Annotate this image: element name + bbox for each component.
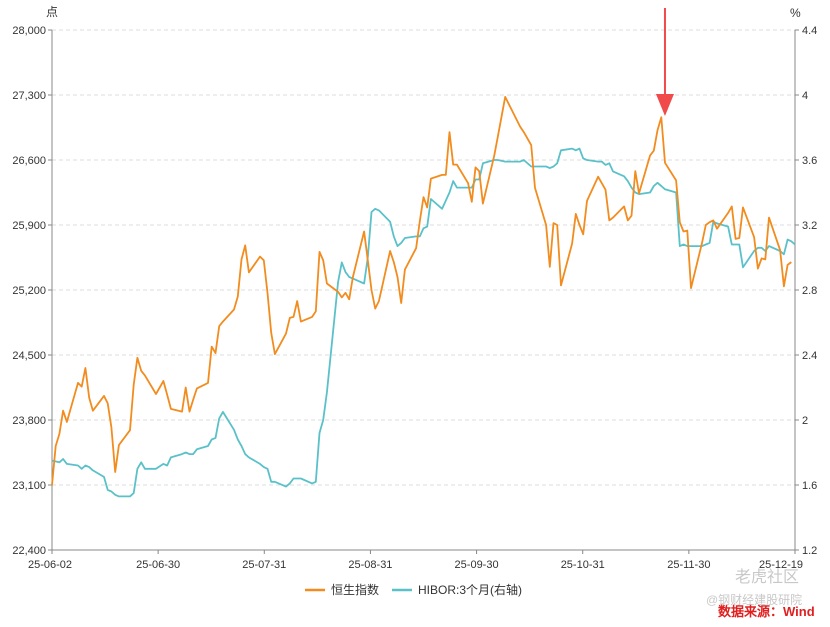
grid-lines — [52, 29, 795, 486]
legend-item-series-1[interactable]: 恒生指数 — [305, 582, 379, 597]
annotation-arrow-head — [655, 94, 674, 116]
x-tick-label: 25-12-19 — [759, 559, 803, 571]
watermark: 老虎社区 @钢财经建股研院 — [706, 568, 802, 607]
left-tick-label: 25,900 — [12, 220, 46, 232]
left-tick-label: 24,500 — [12, 350, 46, 362]
legend-label: HIBOR:3个月(右轴) — [418, 582, 522, 597]
left-tick-label: 28,000 — [12, 25, 46, 37]
watermark-subtext: @钢财经建股研院 — [706, 593, 802, 607]
right-tick-label: 3.2 — [802, 220, 817, 232]
left-tick-label: 26,600 — [12, 155, 46, 167]
series-lines — [51, 96, 796, 498]
x-tick-label: 25-08-31 — [348, 559, 392, 571]
right-tick-label: 2.4 — [802, 350, 817, 362]
source-label: 数据来源：Wind — [718, 604, 815, 619]
annotation — [655, 8, 674, 116]
x-tick-label: 25-06-02 — [28, 559, 72, 571]
right-tick-label: 1.6 — [802, 480, 817, 492]
left-tick-label: 23,100 — [12, 480, 46, 492]
x-tick-label: 25-06-30 — [136, 559, 180, 571]
legend[interactable]: 恒生指数 HIBOR:3个月(右轴) — [305, 582, 522, 597]
right-tick-label: 4 — [802, 90, 808, 102]
right-tick-label: 2.8 — [802, 285, 817, 297]
right-tick-label: 1.2 — [802, 545, 817, 557]
x-tick-label: 25-07-31 — [242, 559, 286, 571]
right-tick-label: 2 — [802, 415, 808, 427]
left-tick-label: 23,800 — [12, 415, 46, 427]
x-axis-ticks: 25-06-02 25-06-30 25-07-31 25-08-31 25-09-30… — [28, 550, 803, 571]
hang-seng-index-line — [51, 96, 792, 486]
x-tick-label: 25-10-31 — [561, 559, 605, 571]
right-tick-label: 4.4 — [802, 25, 817, 37]
left-tick-label: 27,300 — [12, 90, 46, 102]
left-tick-label: 22,400 — [12, 545, 46, 557]
left-unit-label: 点 — [46, 5, 58, 19]
legend-item-series-2[interactable]: HIBOR:3个月(右轴) — [392, 582, 522, 597]
hibor-3m-line — [51, 147, 796, 498]
x-tick-label: 25-11-30 — [667, 559, 710, 571]
left-tick-label: 25,200 — [12, 285, 46, 297]
watermark-text: 老虎社区 — [735, 568, 799, 586]
axes: 点 % — [46, 5, 801, 551]
right-axis-ticks: 1.2 1.6 2 2.4 2.8 3.2 3.6 4 4.4 — [795, 25, 817, 557]
right-tick-label: 3.6 — [802, 155, 817, 167]
left-axis-ticks: 22,400 23,100 23,800 24,500 25,200 25,900 26,6… — [12, 25, 52, 557]
x-tick-label: 25-09-30 — [455, 559, 499, 571]
legend-label: 恒生指数 — [331, 582, 379, 597]
right-unit-label: % — [790, 6, 801, 20]
